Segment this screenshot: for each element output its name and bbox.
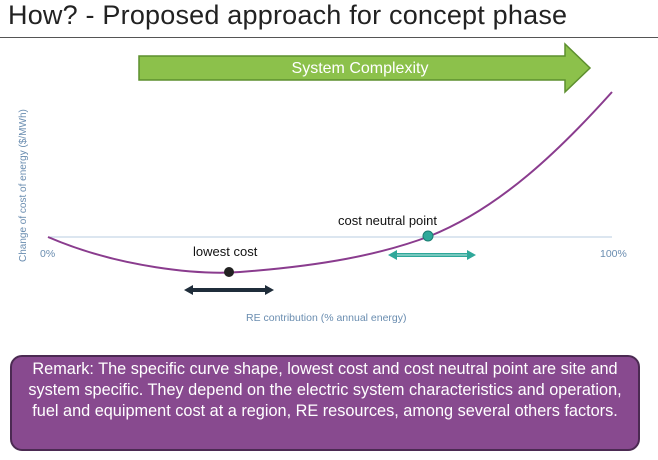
cost-neutral-range-arrow bbox=[388, 250, 476, 260]
slide-title: How? - Proposed approach for concept pha… bbox=[8, 0, 568, 30]
title-divider bbox=[0, 37, 658, 38]
cost-neutral-marker bbox=[422, 230, 434, 242]
cost-curve bbox=[47, 91, 613, 274]
cost-neutral-label: cost neutral point bbox=[338, 213, 438, 228]
lowest-cost-label: lowest cost bbox=[193, 244, 258, 259]
lowest-cost-marker bbox=[224, 267, 234, 277]
x-tick-0: 0% bbox=[40, 248, 56, 260]
y-axis-label: Change of cost of energy ($/MWh) bbox=[18, 109, 29, 262]
x-tick-100: 100% bbox=[600, 248, 627, 260]
system-complexity-label: System Complexity bbox=[291, 60, 429, 77]
remark-text: Remark: The specific curve shape, lowest… bbox=[28, 360, 622, 420]
lowest-cost-range-arrow bbox=[184, 285, 274, 295]
system-complexity-arrow bbox=[138, 42, 592, 94]
remark-box: Remark: The specific curve shape, lowest… bbox=[10, 355, 640, 451]
x-axis-label: RE contribution (% annual energy) bbox=[246, 312, 407, 324]
